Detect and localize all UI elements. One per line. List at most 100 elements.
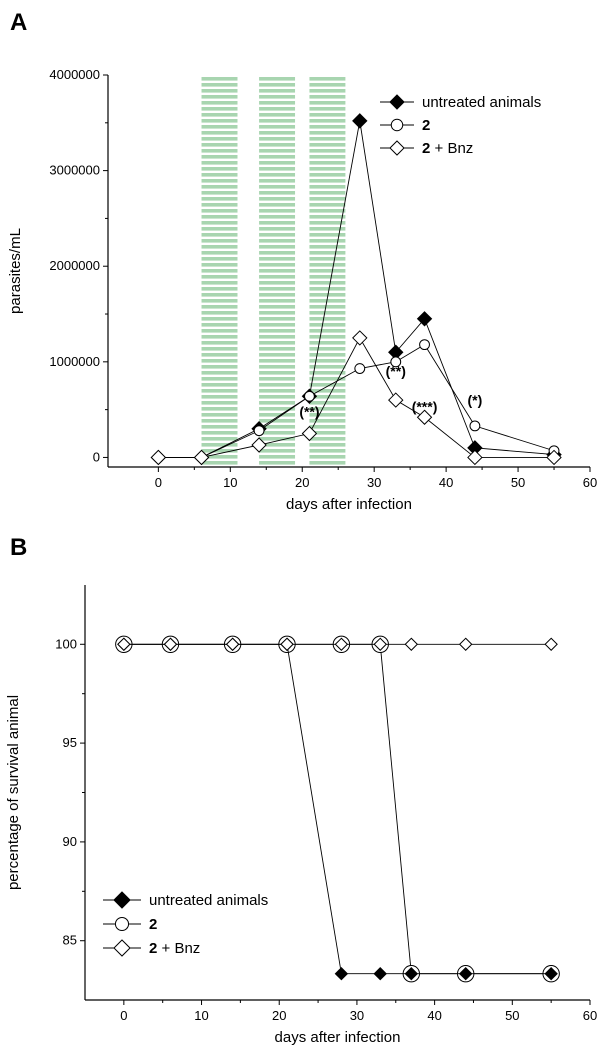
treatment-band-stripe xyxy=(309,347,346,351)
treatment-band-stripe xyxy=(201,353,238,357)
treatment-band-stripe xyxy=(309,257,346,261)
legend-marker xyxy=(114,916,130,932)
treatment-band-stripe xyxy=(309,89,346,93)
x-tick-label: 40 xyxy=(427,1008,441,1023)
treatment-band-stripe xyxy=(201,161,238,165)
data-point xyxy=(404,637,419,651)
treatment-band-stripe xyxy=(309,425,346,429)
treatment-band-stripe xyxy=(309,263,346,267)
treatment-band-stripe xyxy=(201,281,238,285)
treatment-band-stripe xyxy=(309,107,346,111)
treatment-band-stripe xyxy=(309,167,346,171)
treatment-band-stripe xyxy=(201,413,238,417)
treatment-band-stripe xyxy=(259,137,296,141)
treatment-band-stripe xyxy=(201,407,238,411)
treatment-band-stripe xyxy=(201,305,238,309)
treatment-band-stripe xyxy=(259,461,296,465)
legend-label: 2 + Bnz xyxy=(149,940,200,957)
significance-annotation: (*) xyxy=(468,392,483,408)
treatment-band-stripe xyxy=(259,251,296,255)
legend-entry: 2 + Bnz xyxy=(103,939,200,957)
legend-label-text: untreated animals xyxy=(422,94,541,111)
treatment-band-stripe xyxy=(259,167,296,171)
treatment-band-stripe xyxy=(259,359,296,363)
treatment-band-stripe xyxy=(259,197,296,201)
treatment-band-stripe xyxy=(309,275,346,279)
treatment-band-stripe xyxy=(309,365,346,369)
treatment-band-stripe xyxy=(201,221,238,225)
y-tick-label: 85 xyxy=(63,933,77,948)
panel-a-letter: A xyxy=(10,9,27,36)
treatment-band-stripe xyxy=(201,143,238,147)
treatment-band-stripe xyxy=(259,413,296,417)
treatment-band xyxy=(201,77,238,465)
treatment-band-stripe xyxy=(201,335,238,339)
treatment-band-stripe xyxy=(201,389,238,393)
treatment-band-stripe xyxy=(201,125,238,129)
x-tick-label: 50 xyxy=(511,475,525,490)
x-tick-label: 20 xyxy=(272,1008,286,1023)
x-tick-label: 10 xyxy=(194,1008,208,1023)
treatment-band-stripe xyxy=(259,185,296,189)
treatment-band-stripe xyxy=(309,221,346,225)
treatment-band-stripe xyxy=(259,389,296,393)
treatment-band-stripe xyxy=(201,185,238,189)
treatment-band-stripe xyxy=(309,299,346,303)
treatment-band-stripe xyxy=(259,209,296,213)
treatment-band-stripe xyxy=(309,269,346,273)
treatment-band-stripe xyxy=(309,305,346,309)
treatment-band-stripe xyxy=(259,377,296,381)
treatment-band-stripe xyxy=(309,239,346,243)
treatment-band-stripe xyxy=(201,425,238,429)
treatment-band-stripe xyxy=(201,329,238,333)
treatment-band-stripe xyxy=(201,215,238,219)
treatment-band-stripe xyxy=(201,209,238,213)
treatment-band-stripe xyxy=(201,359,238,363)
treatment-band-stripe xyxy=(201,293,238,297)
treatment-band-stripe xyxy=(309,407,346,411)
treatment-band-stripe xyxy=(259,107,296,111)
treatment-band-stripe xyxy=(309,335,346,339)
legend-label-bold: 2 xyxy=(149,916,157,933)
treatment-band-stripe xyxy=(309,149,346,153)
data-point xyxy=(404,967,419,981)
treatment-band-stripe xyxy=(309,287,346,291)
treatment-band-stripe xyxy=(201,317,238,321)
data-point xyxy=(163,637,178,651)
treatment-band-stripe xyxy=(259,89,296,93)
treatment-band-stripe xyxy=(201,233,238,237)
treatment-band-stripe xyxy=(259,221,296,225)
x-tick-label: 0 xyxy=(120,1008,127,1023)
treatment-band-stripe xyxy=(259,95,296,99)
treatment-band-stripe xyxy=(201,251,238,255)
treatment-band-stripe xyxy=(201,83,238,87)
treatment-band-stripe xyxy=(201,239,238,243)
treatment-band-stripe xyxy=(309,317,346,321)
treatment-band-stripe xyxy=(259,275,296,279)
treatment-band-stripe xyxy=(259,155,296,159)
treatment-band-stripe xyxy=(201,257,238,261)
treatment-band-stripe xyxy=(309,281,346,285)
treatment-band-stripe xyxy=(259,173,296,177)
y-tick-label: 4000000 xyxy=(49,67,100,82)
treatment-band-stripe xyxy=(259,161,296,165)
x-tick-label: 40 xyxy=(439,475,453,490)
treatment-band-stripe xyxy=(201,275,238,279)
data-point xyxy=(416,311,433,327)
treatment-band-stripe xyxy=(259,383,296,387)
treatment-band-stripe xyxy=(259,287,296,291)
treatment-band-stripe xyxy=(201,383,238,387)
data-point xyxy=(373,967,387,981)
legend-marker xyxy=(390,118,404,132)
series-3 xyxy=(117,637,558,651)
y-axis-label: percentage of survival animal xyxy=(5,695,22,890)
treatment-band-stripe xyxy=(259,131,296,135)
legend-label-text: + Bnz xyxy=(157,940,200,957)
legend-marker xyxy=(113,891,131,909)
treatment-band-stripe xyxy=(201,131,238,135)
treatment-band-stripe xyxy=(201,113,238,117)
treatment-band-stripe xyxy=(201,431,238,435)
treatment-band-stripe xyxy=(309,179,346,183)
data-point xyxy=(352,330,368,346)
